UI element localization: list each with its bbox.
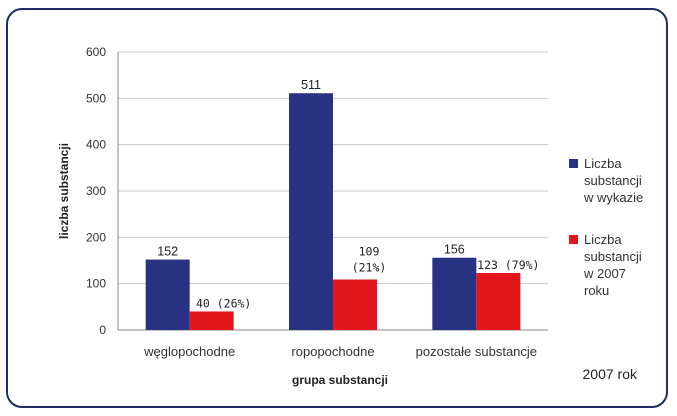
y-tick-label: 300 [86, 184, 106, 198]
legend-swatch [569, 159, 578, 168]
bar [289, 93, 333, 330]
data-label: 109 [359, 244, 380, 258]
y-tick-label: 100 [86, 277, 106, 291]
y-tick-label: 600 [86, 45, 106, 59]
bar [145, 259, 190, 330]
legend-label: roku [584, 283, 609, 298]
x-axis-title: grupa substancji [292, 373, 388, 387]
data-label: (21%) [352, 260, 387, 274]
bar [476, 273, 521, 330]
data-label: 152 [157, 245, 178, 259]
x-tick-label: ropopochodne [291, 344, 374, 359]
data-label: 156 [444, 243, 465, 257]
legend-label: w wykazie [583, 190, 643, 205]
chart-caption: 2007 rok [582, 366, 637, 382]
bar [432, 257, 477, 330]
legend-label: substancji [584, 249, 642, 264]
legend-label: w 2007 [583, 266, 626, 281]
y-tick-label: 0 [99, 323, 106, 337]
data-label: 511 [301, 78, 321, 92]
legend-swatch [569, 235, 578, 244]
y-tick-label: 400 [86, 138, 106, 152]
data-label: 40 (26%) [196, 296, 251, 310]
y-tick-label: 500 [86, 91, 106, 105]
legend-label: substancji [584, 173, 642, 188]
bar [333, 279, 377, 330]
legend-label: Liczba [584, 232, 622, 247]
bar [189, 311, 234, 330]
x-tick-label: węglopochodne [143, 344, 235, 359]
x-tick-label: pozostałe substancje [416, 344, 537, 359]
data-label: 123 (79%) [477, 258, 539, 272]
legend-label: Liczba [584, 156, 622, 171]
y-tick-label: 200 [86, 230, 106, 244]
y-axis-title: liczba substancji [57, 143, 71, 239]
chart-frame [6, 8, 668, 408]
